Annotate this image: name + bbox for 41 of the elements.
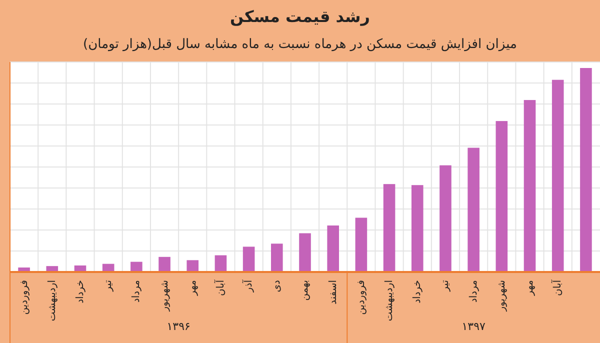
chart-subtitle: میزان افزایش قیمت مسکن در هرماه نسبت به ماه مشابه سال قبل(هزار تومان): [83, 37, 517, 52]
bar: [496, 121, 508, 272]
x-tick-label: خرداد: [412, 280, 424, 304]
bar: [552, 80, 564, 272]
x-tick-label: مرداد: [468, 280, 480, 303]
x-tick-label: شهریور: [159, 280, 170, 312]
bar: [186, 260, 199, 272]
bar: [327, 225, 339, 272]
x-tick-label: آبان: [213, 278, 226, 296]
x-tick-label: فروردین: [18, 280, 30, 315]
bar: [580, 68, 592, 272]
x-tick-label: خرداد: [74, 280, 86, 304]
x-tick-label: آذر: [242, 278, 255, 294]
x-tick-label: دی: [272, 280, 283, 292]
x-tick-label: مهر: [187, 280, 198, 296]
bar: [214, 255, 227, 272]
x-tick-label: اردیبهشت: [384, 280, 396, 322]
chart-title: رشد قیمت مسکن: [230, 7, 370, 26]
x-tick-label: تیر: [103, 280, 114, 292]
bar: [271, 244, 283, 272]
bar: [158, 256, 170, 272]
x-tick-label: اردیبهشت: [46, 280, 58, 322]
x-tick-label: بهمن: [300, 280, 311, 301]
bar: [411, 185, 424, 272]
bar: [468, 148, 480, 272]
x-tick-label: شهریور: [496, 280, 508, 312]
bar: [299, 233, 311, 272]
bar: [242, 246, 255, 272]
x-tick-label: مهر: [524, 280, 536, 296]
x-tick-label: آبان: [550, 278, 564, 296]
x-tick-label: تیر: [440, 280, 452, 292]
bar: [130, 262, 142, 272]
text: ۱۳۹۷: [462, 320, 486, 333]
text: ۱۳۹۶: [166, 320, 190, 333]
x-tick-label: فروردین: [356, 280, 367, 315]
bar: [355, 218, 368, 272]
x-tick-label: اسفند: [328, 280, 339, 304]
bar: [524, 100, 536, 272]
bar: [440, 165, 452, 272]
bar: [383, 184, 396, 272]
x-tick-label: مرداد: [131, 280, 142, 303]
